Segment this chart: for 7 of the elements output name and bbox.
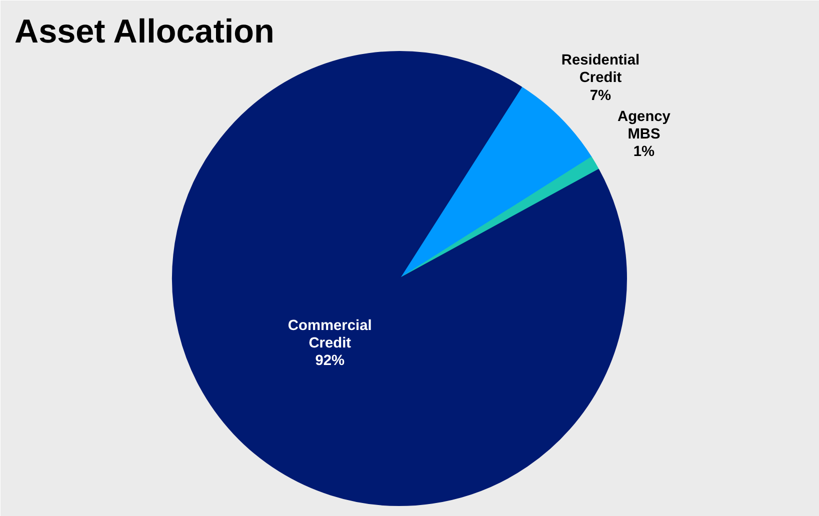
chart-title: Asset Allocation [14, 14, 274, 50]
slice-label: Commercial Credit [288, 318, 372, 352]
data-label: 7% [590, 88, 612, 104]
data-label: 1% [633, 144, 655, 160]
data-label: 92% [315, 353, 345, 370]
slice-label: Residential Credit [561, 52, 640, 86]
slice-label: Agency MBS [618, 108, 672, 142]
